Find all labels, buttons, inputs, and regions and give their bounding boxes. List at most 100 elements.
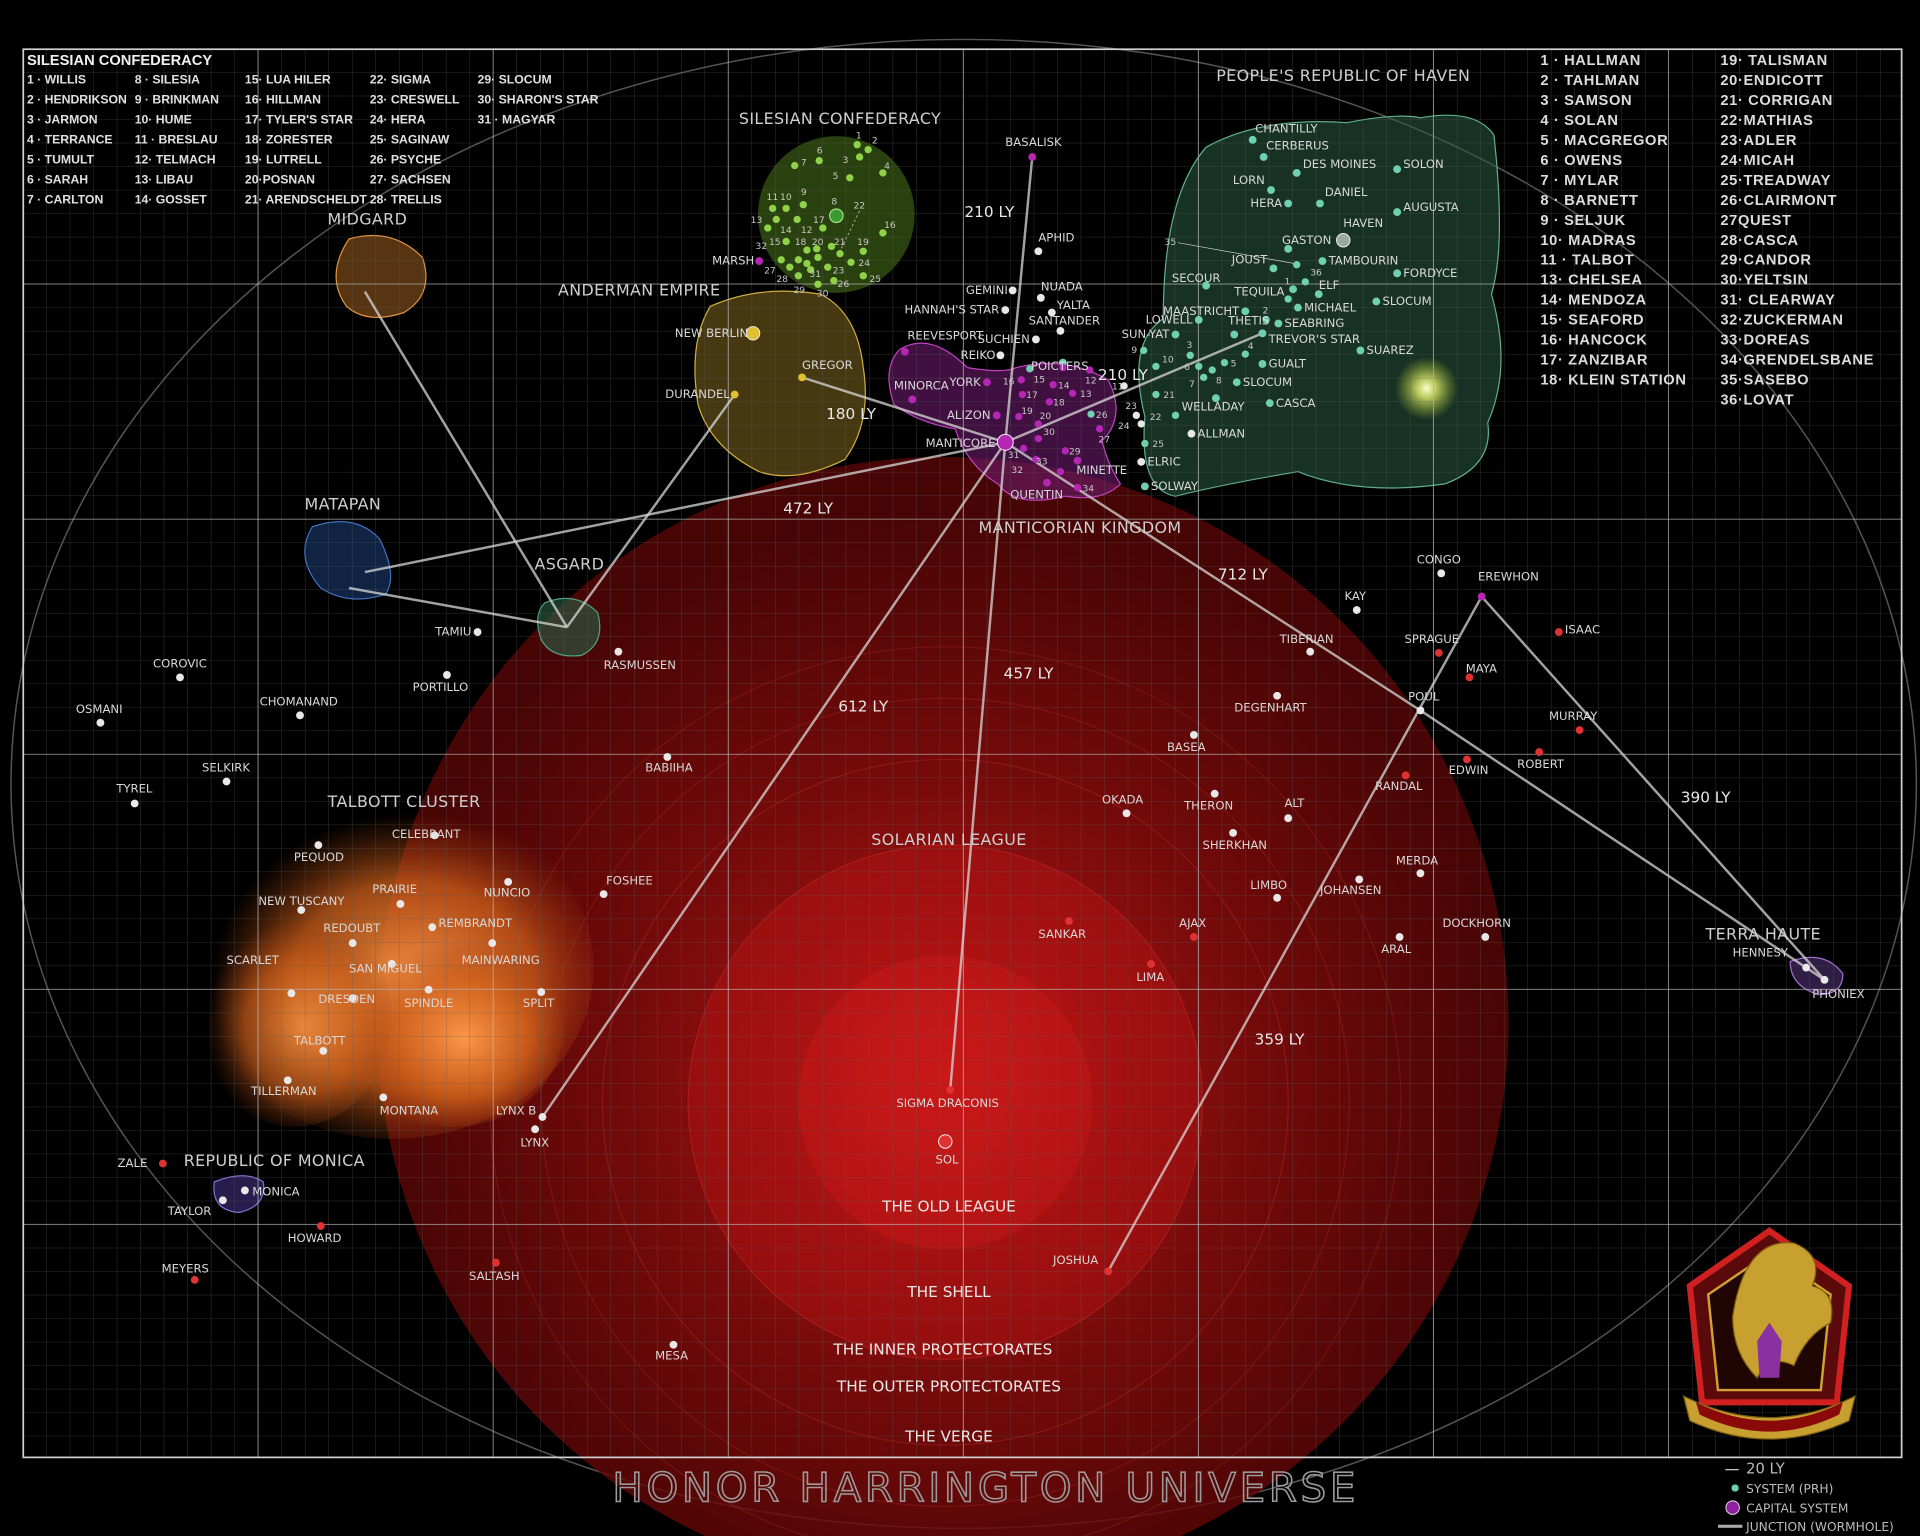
- numbered-system-dot[interactable]: [768, 204, 777, 213]
- numbered-system-dot[interactable]: [853, 141, 861, 149]
- star-system-dot[interactable]: [755, 257, 764, 265]
- numbered-system-dot[interactable]: [846, 174, 854, 182]
- star-system-dot[interactable]: [296, 711, 304, 720]
- numbered-system-dot[interactable]: [1015, 412, 1023, 421]
- numbered-system-dot[interactable]: [879, 229, 887, 237]
- star-system-dot[interactable]: [1434, 648, 1443, 657]
- numbered-system-dot[interactable]: [1120, 382, 1128, 390]
- star-system-dot[interactable]: [1481, 933, 1490, 941]
- star-system-dot[interactable]: [1001, 306, 1010, 314]
- star-system-dot[interactable]: [492, 1258, 500, 1267]
- star-system-dot[interactable]: [297, 906, 306, 914]
- star-system-dot[interactable]: [1248, 135, 1257, 144]
- star-system-dot[interactable]: [1393, 208, 1402, 216]
- numbered-system-dot[interactable]: [827, 242, 836, 251]
- numbered-system-dot[interactable]: [828, 208, 844, 224]
- numbered-system-dot[interactable]: [864, 145, 872, 154]
- numbered-system-dot[interactable]: [1195, 362, 1203, 371]
- star-system-dot[interactable]: [1273, 893, 1282, 902]
- star-system-dot[interactable]: [1535, 748, 1544, 756]
- star-system-dot[interactable]: [669, 1340, 678, 1349]
- star-system-dot[interactable]: [1274, 319, 1283, 328]
- star-system-dot[interactable]: [504, 877, 513, 886]
- numbered-system-dot[interactable]: [1061, 447, 1069, 455]
- star-system-dot[interactable]: [745, 326, 761, 341]
- star-system-dot[interactable]: [1284, 199, 1293, 208]
- star-system-dot[interactable]: [1210, 789, 1219, 798]
- star-system-dot[interactable]: [1575, 726, 1584, 734]
- star-system-dot[interactable]: [1043, 478, 1051, 487]
- star-system-dot[interactable]: [730, 390, 739, 399]
- star-system-dot[interactable]: [1336, 233, 1351, 248]
- star-system-dot[interactable]: [1292, 168, 1301, 177]
- star-system-dot[interactable]: [531, 1125, 540, 1134]
- star-system-dot[interactable]: [1437, 569, 1446, 578]
- star-system-dot[interactable]: [1820, 975, 1829, 984]
- star-system-dot[interactable]: [1273, 691, 1282, 700]
- numbered-system-dot[interactable]: [1241, 350, 1249, 358]
- star-system-dot[interactable]: [176, 673, 184, 682]
- star-system-dot[interactable]: [1284, 244, 1293, 253]
- star-system-dot[interactable]: [1056, 326, 1065, 335]
- numbered-system-dot[interactable]: [1200, 373, 1208, 382]
- star-system-dot[interactable]: [1372, 297, 1381, 306]
- star-system-dot[interactable]: [158, 1159, 167, 1168]
- star-system-dot[interactable]: [537, 988, 546, 996]
- numbered-system-dot[interactable]: [815, 156, 823, 165]
- star-system-dot[interactable]: [314, 841, 323, 850]
- star-system-dot[interactable]: [1140, 482, 1149, 491]
- star-system-dot[interactable]: [424, 985, 433, 994]
- numbered-system-dot[interactable]: [1056, 468, 1065, 476]
- numbered-system-dot[interactable]: [1208, 366, 1216, 374]
- numbered-system-dot[interactable]: [1141, 439, 1149, 448]
- numbered-system-dot[interactable]: [794, 272, 803, 280]
- star-system-dot[interactable]: [1269, 264, 1278, 273]
- star-system-dot[interactable]: [488, 939, 497, 948]
- numbered-system-dot[interactable]: [1034, 420, 1043, 428]
- star-system-dot[interactable]: [1122, 809, 1131, 818]
- star-system-dot[interactable]: [1065, 917, 1073, 925]
- star-system-dot[interactable]: [130, 799, 139, 808]
- star-system-dot[interactable]: [240, 1186, 249, 1195]
- star-system-dot[interactable]: [287, 989, 296, 998]
- star-system-dot[interactable]: [1171, 330, 1180, 339]
- star-system-dot[interactable]: [996, 351, 1005, 360]
- numbered-system-dot[interactable]: [1095, 425, 1104, 433]
- star-system-dot[interactable]: [1073, 456, 1082, 465]
- star-system-dot[interactable]: [1032, 335, 1040, 344]
- star-system-dot[interactable]: [1316, 199, 1324, 208]
- star-system-dot[interactable]: [190, 1275, 199, 1284]
- numbered-system-dot[interactable]: [1068, 389, 1077, 397]
- star-system-dot[interactable]: [1036, 293, 1045, 302]
- numbered-system-dot[interactable]: [847, 258, 855, 266]
- star-system-dot[interactable]: [1047, 308, 1056, 317]
- star-system-dot[interactable]: [538, 1113, 547, 1121]
- star-system-dot[interactable]: [1802, 963, 1811, 972]
- star-system-dot[interactable]: [1465, 673, 1474, 682]
- star-system-dot[interactable]: [1306, 647, 1315, 656]
- star-system-dot[interactable]: [1212, 394, 1220, 403]
- numbered-system-dot[interactable]: [859, 247, 867, 255]
- star-system-dot[interactable]: [1137, 457, 1146, 466]
- star-system-dot[interactable]: [1008, 286, 1017, 295]
- numbered-system-dot[interactable]: [803, 246, 811, 254]
- star-system-dot[interactable]: [1028, 153, 1037, 161]
- star-system-dot[interactable]: [473, 628, 482, 636]
- numbered-system-dot[interactable]: [855, 153, 864, 161]
- star-system-dot[interactable]: [348, 939, 357, 948]
- star-system-dot[interactable]: [1401, 771, 1410, 780]
- star-system-dot[interactable]: [1229, 828, 1237, 837]
- numbered-system-dot[interactable]: [1171, 411, 1180, 420]
- numbered-system-dot[interactable]: [1032, 455, 1040, 464]
- numbered-system-dot[interactable]: [1073, 483, 1082, 492]
- star-system-dot[interactable]: [1230, 330, 1239, 339]
- star-system-dot[interactable]: [396, 900, 405, 908]
- star-system-dot[interactable]: [1202, 281, 1211, 290]
- numbered-system-dot[interactable]: [1152, 390, 1160, 399]
- numbered-system-dot[interactable]: [830, 276, 838, 285]
- star-system-dot[interactable]: [1318, 257, 1327, 265]
- star-system-dot[interactable]: [1395, 933, 1404, 941]
- star-system-dot[interactable]: [900, 347, 909, 356]
- star-system-dot[interactable]: [443, 671, 451, 679]
- star-system-dot[interactable]: [1104, 1267, 1113, 1276]
